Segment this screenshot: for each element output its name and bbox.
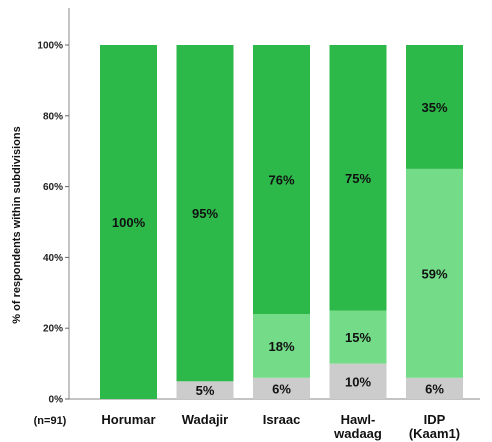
category-label: IDP xyxy=(424,412,446,427)
bar-labels: 100% 5% 95% 6% 18% 76% 10% 15% 75% 6% 59% 35% xyxy=(112,100,448,398)
bar-segment xyxy=(329,310,387,364)
bar-segment xyxy=(329,363,387,399)
bar-value-label: 76% xyxy=(268,173,294,188)
category-label: Wadajir xyxy=(182,412,228,427)
y-tick-label: 60% xyxy=(43,182,63,193)
bar-segment xyxy=(406,45,463,169)
bar-segment xyxy=(406,377,463,399)
bar-value-label: 100% xyxy=(112,215,146,230)
bar-segment xyxy=(253,45,310,315)
category-label: (Kaam1) xyxy=(409,426,460,441)
bar-segment xyxy=(253,314,310,378)
bar-segment xyxy=(406,168,463,378)
y-axis-label: % of respondents within subdivisions xyxy=(11,126,23,323)
bar-value-label: 6% xyxy=(425,381,444,396)
bar-value-label: 18% xyxy=(268,339,294,354)
y-tick-label: 20% xyxy=(43,324,63,335)
bar-segment xyxy=(176,45,234,382)
bar-value-label: 6% xyxy=(272,381,291,396)
category-label: Horumar xyxy=(101,412,155,427)
category-labels: Horumar Wadajir Israac Hawl-wadaag IDP(Kaam1… xyxy=(101,412,460,441)
bar-segment xyxy=(253,377,310,399)
y-tick-label: 100% xyxy=(37,41,63,52)
bar-segment xyxy=(329,45,387,311)
y-tick-label: 0% xyxy=(49,395,64,406)
bar-value-label: 5% xyxy=(196,383,215,398)
y-tick-label: 80% xyxy=(43,111,63,122)
bar-value-label: 35% xyxy=(421,100,447,115)
bar-segment xyxy=(176,381,234,399)
category-label: Hawl- xyxy=(341,412,376,427)
bars xyxy=(100,45,463,399)
y-tick-label: 40% xyxy=(43,253,63,264)
bar-value-label: 15% xyxy=(345,330,371,345)
bar-value-label: 10% xyxy=(345,374,371,389)
bar-value-label: 95% xyxy=(192,206,218,221)
category-label: wadaag xyxy=(333,426,382,441)
bar-value-label: 75% xyxy=(345,171,371,186)
bar-value-label: 59% xyxy=(421,266,447,281)
sample-size-note: (n=91) xyxy=(34,415,67,427)
category-label: Israac xyxy=(263,412,301,427)
bar-segment xyxy=(100,45,157,399)
